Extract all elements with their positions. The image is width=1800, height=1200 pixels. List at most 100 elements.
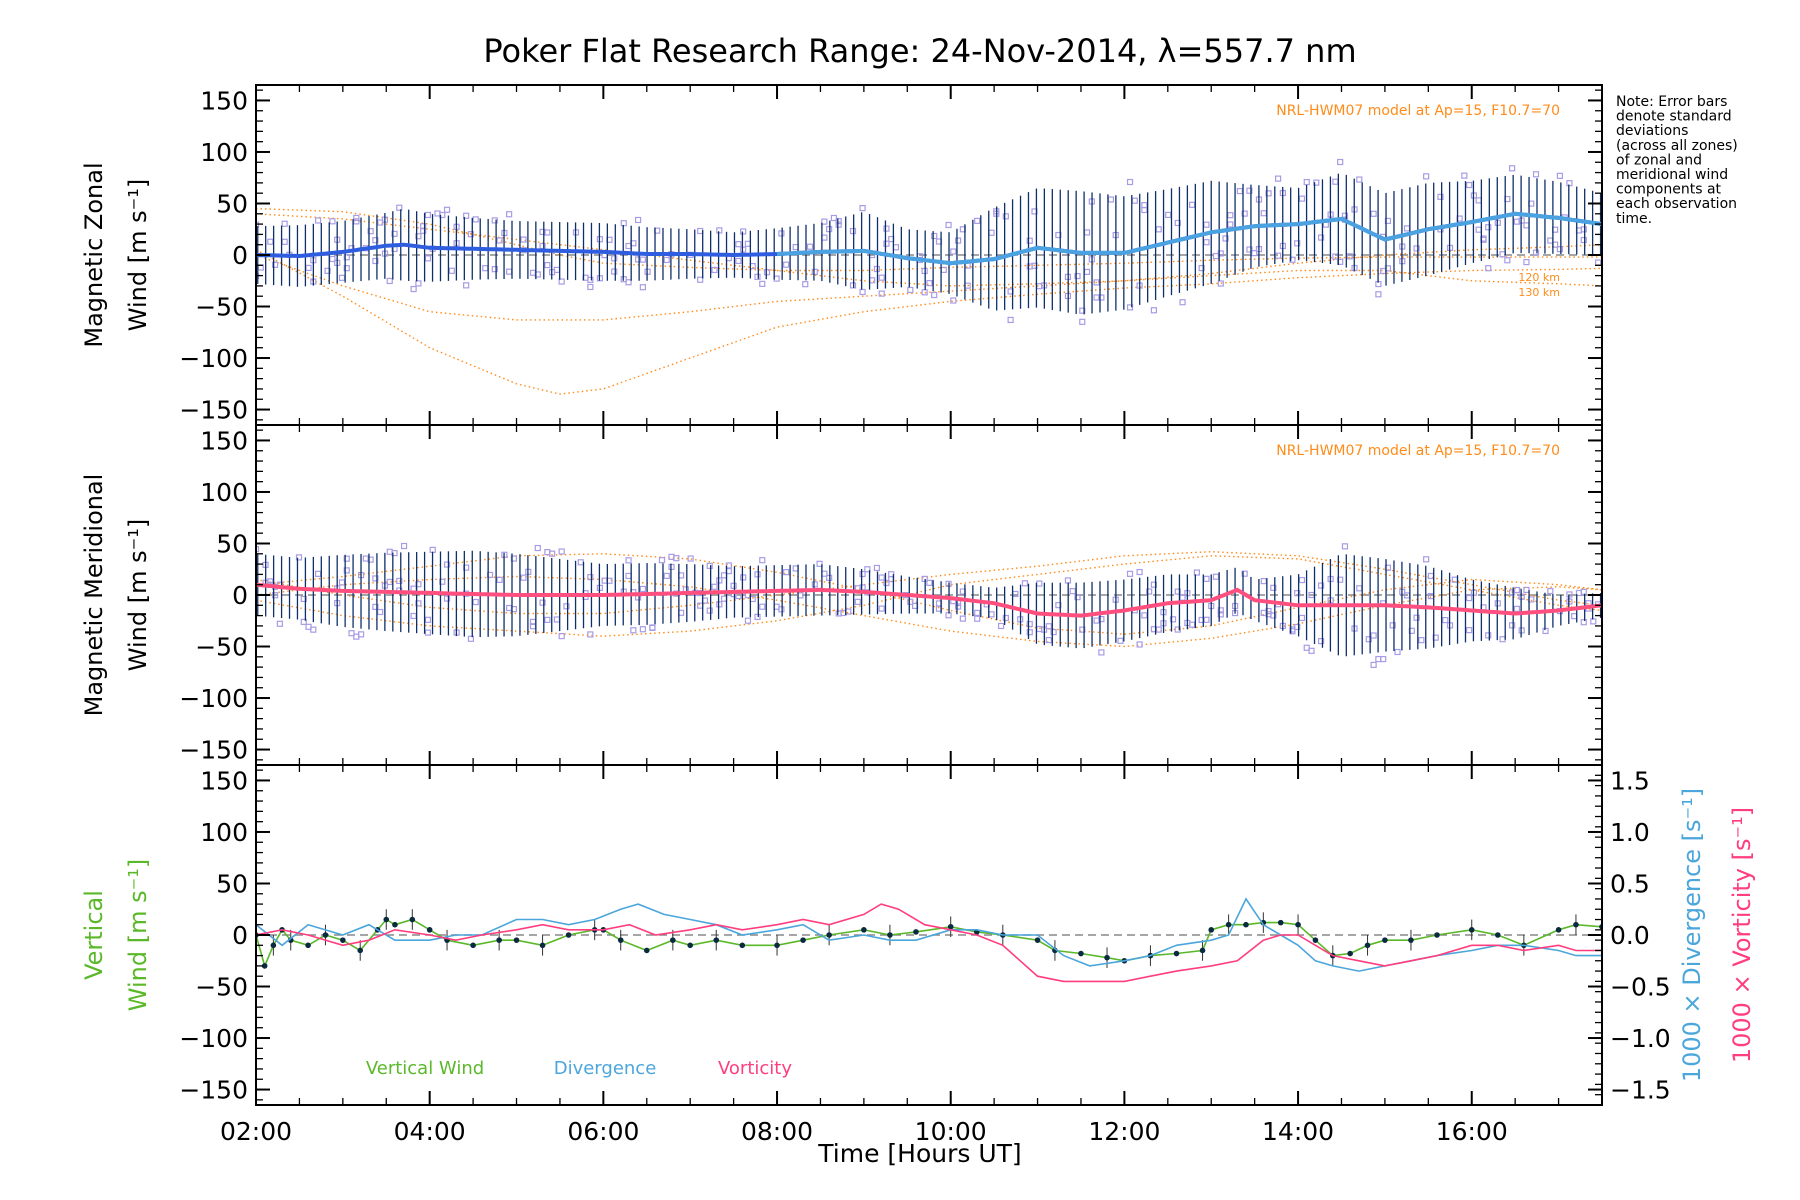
scatter-point [544,616,551,623]
scatter-point [1485,632,1492,639]
scatter-point [931,291,938,299]
scatter-point [859,570,866,578]
scatter-point [806,243,814,250]
scatter-point [878,290,885,297]
scatter-point [639,256,646,263]
scatter-point [611,255,618,262]
zonal-wind-panel: NRL-HWM07 model at Ap=15, F10.7=70 120 km… [80,84,1603,426]
y-tick-label: 0 [232,581,248,610]
scatter-point [1227,221,1234,228]
scatter-point [830,214,838,222]
y-tick-label: −50 [195,293,248,322]
scatter-point [448,267,455,274]
scatter-point [415,233,422,240]
scatter-point [1317,582,1325,589]
scatter-point [295,554,303,561]
scatter-point [1045,623,1052,630]
vertical-wind-point [913,929,919,935]
scatter-point [415,280,422,287]
model-label: NRL-HWM07 model at Ap=15, F10.7=70 [1276,443,1560,459]
scatter-point [1313,179,1320,186]
scatter-point [1141,206,1148,214]
scatter-point [1241,570,1248,577]
x-tick-label: 14:00 [1262,1117,1334,1146]
scatter-point [1294,623,1301,631]
model-curve [256,244,1602,321]
scatter-point [324,267,331,274]
scatter-point [1523,259,1530,266]
x-tick-label: 08:00 [741,1117,813,1146]
scatter-point [1098,294,1105,301]
y-tick-label: 0 [232,921,248,950]
scatter-point [415,581,422,588]
vertical-wind-point [1208,927,1215,933]
scatter-point [740,574,747,581]
scatter-point [1571,613,1578,620]
scatter-point [256,546,260,553]
scatter-point [754,273,761,280]
scatter-point [1241,210,1248,217]
scatter-point [329,255,336,263]
scatter-point [472,598,479,606]
scatter-point [1064,577,1072,584]
scatter-point [267,238,274,245]
scatter-point [424,616,432,623]
scatter-point [310,626,317,633]
scatter-point [1375,291,1382,298]
scatter-point [759,603,766,610]
scatter-point [663,572,670,580]
scatter-point [1141,202,1148,209]
scatter-point [1442,617,1449,624]
vertical-wind-point [643,947,650,954]
scatter-point [506,211,513,218]
scatter-point [883,240,890,247]
scatter-point [1222,235,1229,242]
scatter-point [759,557,766,564]
scatter-point [1509,622,1516,629]
scatter-point [1251,249,1258,257]
vertical-wind-point [426,927,433,933]
scatter-point [372,237,379,244]
scatter-point [907,598,914,605]
scatter-point [945,221,952,229]
scatter-point [1566,591,1573,598]
scatter-point [1485,224,1492,231]
x-tick-label: 16:00 [1436,1117,1508,1146]
scatter-point [272,261,279,268]
y-tick-label: 150 [200,766,248,795]
scatter-point [558,278,565,285]
scatter-point [1007,316,1014,324]
scatter-point [1580,588,1587,595]
scatter-point [1413,245,1420,252]
y-tick-label: 150 [200,426,248,455]
vorticity-axis-label: 1000 × Vorticity [s⁻¹] [1728,807,1756,1063]
scatter-point [634,216,642,224]
scatter-point [1050,629,1057,636]
y-tick-label: 100 [200,138,248,167]
vertical-wind-point [1364,942,1371,949]
scatter-point [410,285,417,293]
vertical-wind-point [617,937,624,943]
scatter-point [811,268,818,275]
vertical-wind-point [357,947,364,954]
x-tick-label: 12:00 [1088,1117,1160,1146]
scatter-point [1150,307,1158,314]
scatter-point [343,567,350,574]
scatter-point [1270,584,1277,591]
scatter-point [272,592,279,599]
scatter-point [878,605,885,612]
scatter-point [959,615,966,622]
scatter-point [950,297,957,304]
scatter-point [1370,210,1377,217]
scatter-point [687,555,694,562]
scatter-point [496,576,503,583]
scatter-point [1136,568,1143,576]
scatter-point [1294,590,1301,597]
scatter-point [1126,304,1134,311]
scatter-point [1146,588,1153,595]
scatter-point [997,622,1005,630]
scatter-point [1389,622,1396,629]
scatter-point [816,560,823,567]
scatter-point [1289,256,1296,263]
